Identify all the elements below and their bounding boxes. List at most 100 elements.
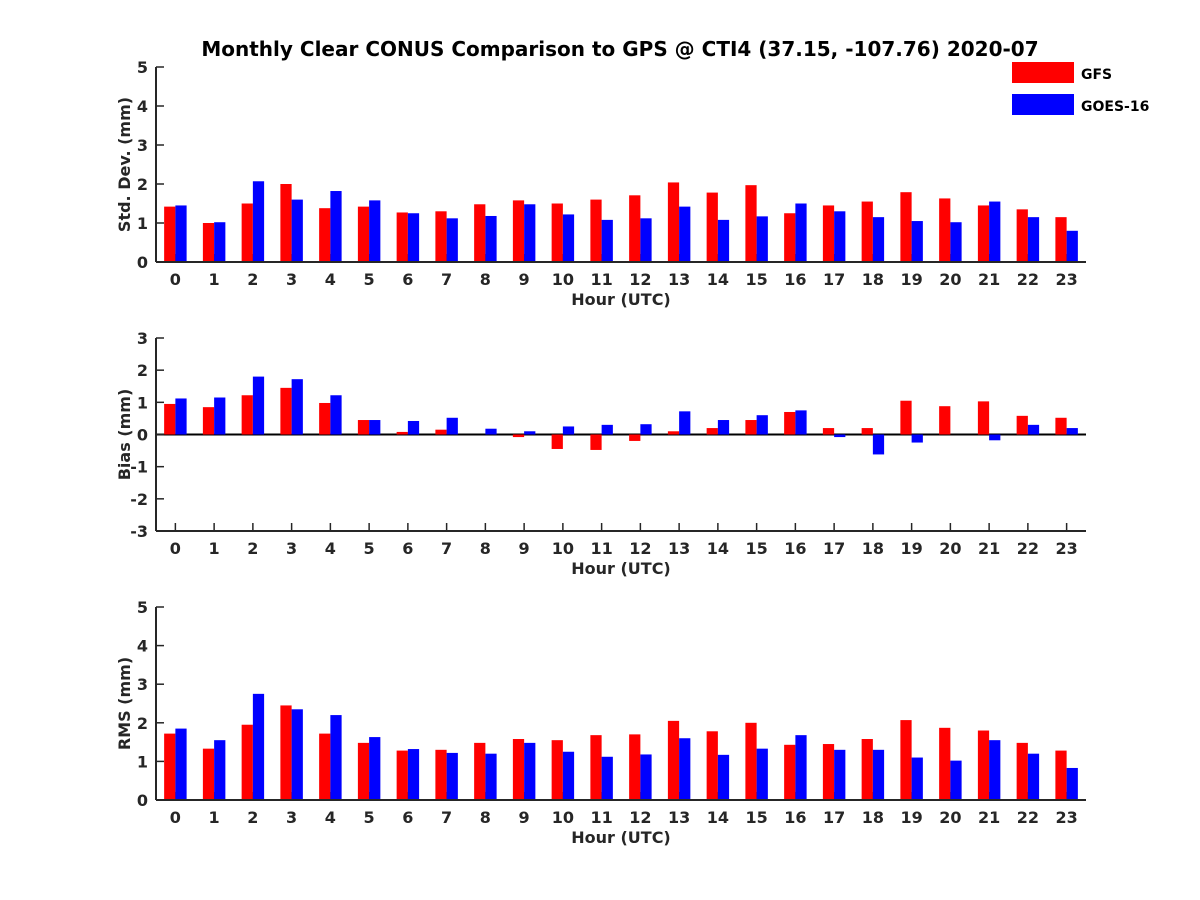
std-dev-bar-goes16 — [252, 181, 265, 262]
legend-swatch-goes16 — [1012, 94, 1074, 115]
rms-ytick-label: 0 — [137, 791, 148, 810]
bias-bar-goes16 — [911, 434, 923, 443]
std-dev-bar-goes16 — [291, 199, 303, 262]
legend-swatch-gfs — [1012, 62, 1074, 83]
std-dev-bar-gfs — [164, 206, 176, 262]
std-dev-bar-gfs — [629, 195, 641, 262]
std-dev-bar-gfs — [1016, 209, 1028, 262]
rms-bar-gfs — [1055, 750, 1067, 800]
std-dev-bar-goes16 — [950, 222, 962, 262]
std-dev-xtick-label: 21 — [978, 270, 1000, 289]
rms-ytick-label: 5 — [137, 598, 148, 617]
rms-y-label: RMS (mm) — [115, 657, 134, 750]
std-dev-xtick-label: 16 — [784, 270, 806, 289]
rms-xtick-label: 2 — [247, 808, 258, 827]
bias-bar-goes16 — [1027, 424, 1040, 435]
bias-xtick-label: 8 — [480, 539, 491, 558]
rms-bar-gfs — [590, 735, 602, 800]
bias-bar-goes16 — [407, 420, 420, 435]
rms-bar-gfs — [357, 742, 370, 800]
std-dev-bar-goes16 — [369, 200, 381, 262]
bias-xtick-label: 17 — [823, 539, 845, 558]
rms-bar-goes16 — [950, 760, 962, 800]
chart-title: Monthly Clear CONUS Comparison to GPS @ … — [201, 37, 1038, 61]
rms-xtick-label: 0 — [170, 808, 181, 827]
rms-bar-goes16 — [795, 735, 807, 800]
rms-bar-goes16 — [911, 757, 923, 800]
rms-bar-goes16 — [252, 693, 265, 800]
bias-bar-goes16 — [872, 434, 885, 455]
bias-bar-goes16 — [601, 424, 613, 435]
std-dev-ytick-label: 1 — [137, 214, 148, 233]
bias-bar-gfs — [977, 401, 990, 435]
rms-bar-gfs — [164, 733, 176, 800]
rms-xtick-label: 3 — [286, 808, 297, 827]
rms-bar-goes16 — [640, 754, 652, 800]
bias-bar-gfs — [939, 406, 951, 435]
std-dev-bar-gfs — [357, 206, 370, 262]
bias-bar-gfs — [706, 428, 718, 435]
rms-bar-goes16 — [407, 749, 420, 800]
std-dev-bar-gfs — [667, 182, 680, 262]
bias-xtick-label: 13 — [668, 539, 690, 558]
std-dev-bar-gfs — [512, 200, 525, 262]
bias-bar-gfs — [784, 411, 796, 435]
bias-xtick-label: 19 — [900, 539, 922, 558]
rms-bar-gfs — [900, 720, 912, 800]
rms-bar-gfs — [784, 744, 796, 800]
rms-xtick-label: 20 — [939, 808, 961, 827]
std-dev-bar-gfs — [977, 205, 990, 262]
bias-ytick-label: 2 — [137, 361, 148, 380]
bias-x-label: Hour (UTC) — [571, 559, 671, 578]
bias-bar-goes16 — [485, 428, 497, 435]
bias-bar-gfs — [280, 387, 292, 435]
bias-xtick-label: 9 — [519, 539, 530, 558]
bias-bar-gfs — [822, 428, 835, 435]
bias-bar-gfs — [900, 400, 912, 435]
bias-bar-goes16 — [717, 420, 730, 435]
std-dev-ytick-label: 4 — [137, 97, 148, 116]
std-dev-bar-goes16 — [562, 214, 575, 262]
std-dev-bar-goes16 — [330, 191, 342, 262]
bias-bar-gfs — [512, 434, 525, 438]
std-dev-bar-gfs — [822, 205, 835, 262]
rms-bar-goes16 — [369, 737, 381, 800]
rms-bar-gfs — [280, 705, 292, 800]
rms-bar-gfs — [1016, 742, 1028, 800]
bias-bar-gfs — [629, 434, 641, 441]
bias-xtick-label: 1 — [209, 539, 220, 558]
rms-bar-goes16 — [601, 756, 613, 800]
std-dev-bar-goes16 — [795, 203, 807, 262]
bias-xtick-label: 18 — [862, 539, 884, 558]
bias-bar-gfs — [202, 407, 215, 435]
rms-xtick-label: 18 — [862, 808, 884, 827]
bias-bar-gfs — [435, 429, 447, 435]
bias-bar-gfs — [164, 403, 176, 435]
std-dev-bar-gfs — [706, 192, 718, 262]
std-dev-bar-goes16 — [407, 213, 420, 262]
std-dev-bar-goes16 — [601, 219, 613, 262]
rms-xtick-label: 17 — [823, 808, 845, 827]
bias-bar-goes16 — [795, 410, 807, 435]
bias-ytick-label: -3 — [130, 522, 148, 541]
std-dev-bar-gfs — [280, 184, 292, 262]
rms-ytick-label: 1 — [137, 752, 148, 771]
rms-bar-gfs — [512, 739, 525, 800]
std-dev-xtick-label: 6 — [402, 270, 413, 289]
bias-xtick-label: 22 — [1017, 539, 1039, 558]
rms-bar-gfs — [822, 744, 835, 800]
std-dev-bar-goes16 — [1027, 217, 1040, 262]
std-dev-bar-gfs — [939, 198, 951, 262]
bias-bar-goes16 — [175, 398, 187, 435]
bias-bar-goes16 — [369, 420, 381, 435]
bias-ytick-label: 1 — [137, 393, 148, 412]
bias-bar-gfs — [319, 402, 331, 435]
bias-ytick-label: -1 — [130, 458, 148, 477]
rms-bar-gfs — [319, 733, 331, 800]
std-dev-bar-goes16 — [214, 222, 226, 262]
std-dev-bar-goes16 — [989, 201, 1001, 262]
bias-bar-goes16 — [834, 434, 846, 438]
rms-xtick-label: 5 — [364, 808, 375, 827]
std-dev-xtick-label: 12 — [629, 270, 651, 289]
rms-bar-gfs — [861, 739, 873, 800]
